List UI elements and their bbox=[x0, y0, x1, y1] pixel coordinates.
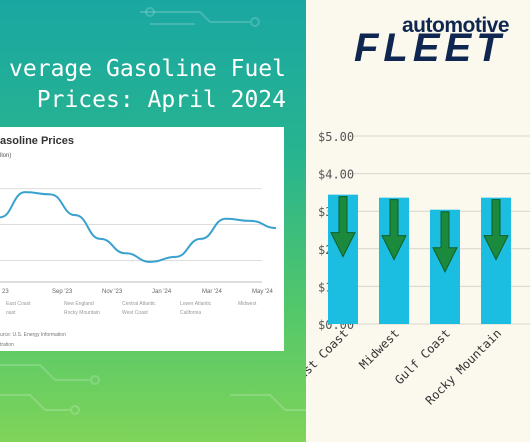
bar-x-tick-label: East Coast bbox=[306, 326, 351, 387]
inset-legend-item[interactable]: oast bbox=[6, 310, 16, 316]
bar-y-tick-label: $4.00 bbox=[318, 168, 354, 182]
inset-series-line bbox=[0, 191, 277, 263]
inset-line-chart: 23 Sep '23 Nov '23 Jan '24 Mar '24 May '24 bbox=[0, 188, 277, 295]
inset-legend-item[interactable]: Rocky Mountain bbox=[64, 310, 100, 316]
left-panel: verage Gasoline Fuel Prices: April 2024 … bbox=[0, 0, 306, 442]
inset-legend-item[interactable]: New England bbox=[64, 301, 94, 307]
headline-line-2: Prices: April 2024 bbox=[36, 87, 286, 113]
inset-chart-unit: llon) bbox=[0, 153, 12, 159]
inset-legend-item[interactable]: Midwest bbox=[238, 301, 257, 307]
bar-y-tick-label: $5.00 bbox=[318, 130, 354, 144]
inset-legend-item[interactable]: East Coast bbox=[6, 301, 31, 307]
bar-x-tick-label: Midwest bbox=[356, 326, 402, 372]
inset-legend-item[interactable]: West Coast bbox=[122, 310, 148, 316]
down-arrow-icon bbox=[381, 199, 407, 261]
inset-x-tick-label: Sep '23 bbox=[52, 289, 73, 295]
down-arrow-icon bbox=[330, 196, 356, 258]
headline: verage Gasoline Fuel Prices: April 2024 bbox=[0, 54, 286, 116]
inset-chart-card: asoline Prices llon) 23 Sep '23 Nov '23 Jan… bbox=[0, 127, 284, 351]
down-arrow-icon bbox=[483, 199, 509, 261]
inset-x-tick-label: May '24 bbox=[252, 289, 273, 295]
inset-x-tick-label: 23 bbox=[2, 289, 9, 295]
inset-source: urce: U.S. Energy Information tration bbox=[0, 330, 66, 350]
right-panel: automotive FLEET $0.00$1.00$2.00$3.00$4.… bbox=[306, 0, 530, 442]
inset-x-tick-label: Nov '23 bbox=[102, 289, 123, 295]
inset-chart-title: asoline Prices bbox=[0, 135, 74, 147]
headline-line-1: verage Gasoline Fuel bbox=[9, 56, 286, 82]
logo-wordmark-top: automotive bbox=[402, 14, 510, 37]
inset-x-tick-label: Mar '24 bbox=[202, 289, 222, 295]
logo-wordmark-bottom: FLEET bbox=[354, 26, 506, 70]
source-line-1: urce: U.S. Energy Information bbox=[0, 332, 66, 338]
circuit-decoration bbox=[0, 0, 306, 442]
inset-x-tick-label: Jan '24 bbox=[152, 289, 172, 295]
inset-legend-item[interactable]: California bbox=[180, 310, 202, 316]
inset-legend: East Coast New England Central Atlantic Low… bbox=[0, 301, 266, 345]
inset-legend-item[interactable]: Lower Atlantic bbox=[180, 301, 212, 307]
down-arrow-icon bbox=[432, 211, 458, 273]
inset-legend-item[interactable]: Central Atlantic bbox=[122, 301, 156, 307]
source-line-2: tration bbox=[0, 342, 14, 348]
